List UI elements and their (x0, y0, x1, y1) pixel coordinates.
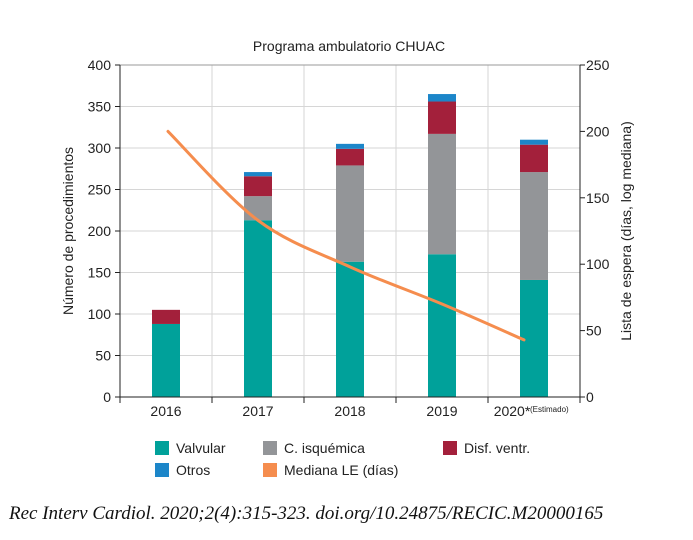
x-tick-label: 2020* (494, 403, 531, 419)
y2-tick-label: 0 (586, 389, 594, 405)
bar-segment-disf-ventr-2017 (244, 176, 272, 197)
x-tick-label: 2017 (242, 403, 273, 419)
citation: Rec Interv Cardiol. 2020;2(4):315-323. d… (9, 503, 604, 524)
bar-segment-valvular-2019 (428, 254, 456, 397)
bar-segment-valvular-2016 (152, 323, 180, 397)
bar-segment-disf-ventr-2019 (428, 101, 456, 134)
legend-swatch-valvular (155, 441, 169, 455)
y-tick-label: 0 (103, 389, 111, 405)
x-axis-ticks: 2016 2017 2018 2019 2020* (Estimado) (119, 397, 581, 419)
legend-swatch-mediana-le-d-as (263, 463, 277, 477)
bar-segment-c-isqu-mica-2020 (520, 172, 548, 280)
bar-segment-valvular-2017 (244, 220, 272, 397)
bar-segment-disf-ventr-2020 (520, 144, 548, 173)
bar-segment-valvular-2020 (520, 279, 548, 397)
legend-swatch-c-isqu-mica (263, 441, 277, 455)
legend-label-c-isqu-mica: C. isquémica (284, 440, 365, 456)
legend-swatch-otros (155, 463, 169, 477)
y-tick-label: 50 (95, 348, 111, 364)
y-tick-label: 350 (88, 99, 112, 115)
bar-segment-otros-2017 (244, 172, 272, 177)
bar-segment-c-isqu-mica-2017 (244, 196, 272, 221)
bar-segment-c-isqu-mica-2019 (428, 133, 456, 255)
bar-segment-otros-2019 (428, 94, 456, 102)
x-tick-label: 2019 (426, 403, 457, 419)
y2-tick-label: 100 (586, 256, 610, 272)
y-tick-label: 100 (88, 306, 112, 322)
bars (152, 94, 548, 397)
y-tick-label: 300 (88, 140, 112, 156)
right-axis-ticks: 0 50 100 150 200 250 (580, 57, 610, 405)
bar-segment-c-isqu-mica-2018 (336, 165, 364, 262)
median-line-layer (166, 129, 526, 342)
chart-title: Programa ambulatorio CHUAC (253, 38, 445, 54)
y2-tick-label: 200 (586, 123, 610, 139)
y-tick-label: 400 (88, 57, 112, 73)
legend-label-otros: Otros (176, 462, 210, 478)
y-tick-label: 150 (88, 265, 112, 281)
legend: Valvular C. isquémica Disf. ventr. Otros Med… (155, 440, 530, 478)
left-axis-ticks: 0 50 100 150 200 250 300 350 400 (88, 57, 120, 405)
bar-segment-disf-ventr-2016 (152, 309, 180, 324)
legend-label-mediana-le-d-as: Mediana LE (días) (284, 462, 398, 478)
x-tick-note: (Estimado) (530, 405, 569, 414)
x-tick-label: 2018 (334, 403, 365, 419)
y2-tick-label: 50 (586, 323, 602, 339)
y-tick-label: 250 (88, 182, 112, 198)
x-tick-label: 2016 (150, 403, 181, 419)
bar-segment-valvular-2018 (336, 261, 364, 397)
y2-axis-label: Lista de espera (días, log mediana) (618, 121, 634, 340)
bar-segment-otros-2020 (520, 139, 548, 145)
chart: Programa ambulatorio CHUAC 0 50 100 150 200 2… (60, 38, 634, 478)
bar-segment-otros-2018 (336, 143, 364, 149)
legend-label-disf-ventr: Disf. ventr. (464, 440, 530, 456)
y2-tick-label: 250 (586, 57, 610, 73)
y-tick-label: 200 (88, 223, 112, 239)
median-le-line (166, 129, 526, 342)
y-axis-label: Número de procedimientos (60, 147, 76, 315)
legend-label-valvular: Valvular (176, 440, 226, 456)
y2-tick-label: 150 (586, 190, 610, 206)
bar-segment-disf-ventr-2018 (336, 148, 364, 166)
legend-swatch-disf-ventr (443, 441, 457, 455)
